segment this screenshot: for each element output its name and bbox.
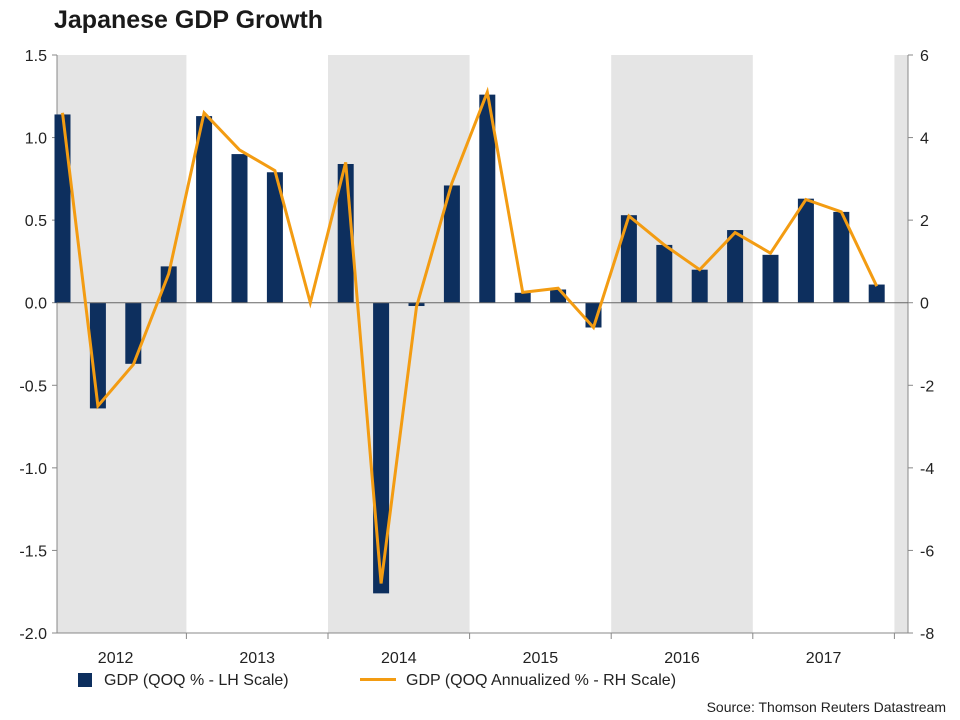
- left-tick-label: 0.0: [25, 296, 47, 313]
- left-tick-label: -2.0: [19, 626, 47, 643]
- x-tick-label-2016: 2016: [664, 650, 700, 667]
- gdp-qoq-bar: [868, 284, 885, 303]
- shaded-band-next-year: [894, 55, 908, 633]
- legend-bar-swatch: [78, 673, 92, 687]
- right-tick-label: -6: [920, 543, 934, 560]
- left-tick-label: 1.0: [25, 131, 47, 148]
- left-tick-label: -1.0: [19, 461, 47, 478]
- left-tick-label: -0.5: [19, 378, 47, 395]
- right-tick-label: -2: [920, 378, 934, 395]
- right-tick-label: -4: [920, 461, 934, 478]
- gdp-qoq-bar: [691, 269, 708, 303]
- x-tick-label-2014: 2014: [381, 650, 417, 667]
- gdp-qoq-bar: [833, 211, 850, 303]
- gdp-qoq-bar: [54, 114, 71, 303]
- legend-line-label: GDP (QOQ Annualized % - RH Scale): [406, 672, 677, 689]
- gdp-qoq-bar: [762, 254, 779, 303]
- x-tick-label-2013: 2013: [239, 650, 275, 667]
- gdp-qoq-bar: [196, 116, 213, 303]
- legend-bar: GDP (QOQ % - LH Scale): [78, 672, 289, 690]
- right-tick-label: -8: [920, 626, 934, 643]
- right-tick-label: 0: [920, 296, 929, 313]
- gdp-qoq-bar: [727, 230, 744, 303]
- gdp-qoq-bar: [125, 302, 142, 364]
- gdp-qoq-bar: [266, 172, 283, 303]
- right-tick-label: 2: [920, 213, 929, 230]
- gdp-annualized-line: [61, 86, 879, 584]
- right-tick-label: 4: [920, 131, 929, 148]
- x-tick-label-2017: 2017: [806, 650, 842, 667]
- source-note: Source: Thomson Reuters Datastream: [706, 699, 946, 715]
- gdp-qoq-bar: [479, 94, 496, 303]
- gdp-qoq-bar: [620, 215, 637, 303]
- left-tick-label: 0.5: [25, 213, 47, 230]
- shaded-band-2014: [328, 55, 470, 633]
- gdp-qoq-bar: [443, 185, 460, 303]
- legend-bar-label: GDP (QOQ % - LH Scale): [104, 672, 289, 689]
- left-tick-label: -1.5: [19, 543, 47, 560]
- left-tick-label: 1.5: [25, 48, 47, 65]
- legend-line-swatch: [360, 678, 396, 681]
- gdp-qoq-bar: [797, 198, 814, 303]
- shaded-band-2012: [57, 55, 187, 633]
- gdp-qoq-bar: [514, 292, 531, 303]
- chart-title: Japanese GDP Growth: [54, 6, 324, 34]
- gdp-qoq-bar: [160, 266, 177, 303]
- legend-line: GDP (QOQ Annualized % - RH Scale): [360, 672, 676, 690]
- x-tick-label-2012: 2012: [98, 650, 134, 667]
- shaded-band-2016: [611, 55, 753, 633]
- gdp-qoq-bar: [231, 154, 248, 303]
- x-tick-label-2015: 2015: [523, 650, 559, 667]
- gdp-qoq-bar: [656, 244, 673, 303]
- right-tick-label: 6: [920, 48, 929, 65]
